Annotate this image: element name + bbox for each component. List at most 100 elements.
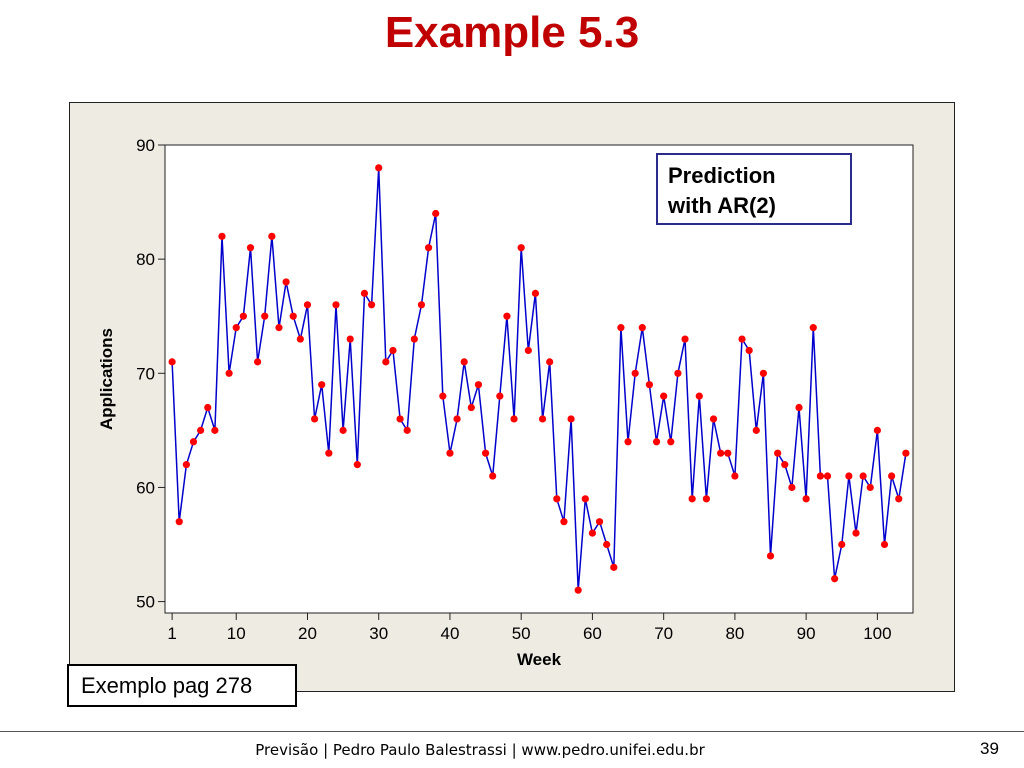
data-point-4 [189,438,198,446]
data-point-95 [838,540,846,549]
data-point-47 [496,392,504,400]
data-point-50 [517,244,525,252]
data-point-21 [311,415,319,423]
data-point-68 [645,381,654,389]
data-point-41 [453,415,461,423]
data-point-99 [866,483,874,492]
data-point-43 [467,403,475,412]
data-point-57 [567,415,575,423]
data-point-100 [873,426,881,434]
data-point-73 [681,335,689,343]
page-number: 39 [980,739,999,758]
data-point-44 [474,381,483,389]
data-point-15 [268,232,276,240]
data-point-56 [560,518,568,526]
data-point-28 [360,289,369,297]
data-point-27 [353,461,361,469]
data-point-90 [802,495,810,503]
data-point-40 [446,449,454,457]
footer-divider [0,731,1024,732]
data-point-24 [332,301,340,309]
y-tick-label-4: 90 [136,136,155,155]
slide-title: Example 5.3 [384,8,640,57]
data-point-3 [182,461,190,469]
data-point-76 [702,495,711,503]
data-point-104 [902,449,910,457]
series-points [168,164,910,594]
data-point-29 [367,301,376,309]
x-tick-label-6: 60 [583,624,602,643]
data-point-97 [852,529,860,537]
data-point-67 [638,324,646,332]
x-tick-label-3: 30 [369,624,388,643]
x-axis-label: Week [517,650,562,669]
data-point-101 [880,540,889,549]
data-point-92 [816,472,824,480]
data-point-89 [795,403,803,412]
data-point-42 [460,358,468,366]
data-point-32 [389,346,397,355]
y-tick-label-0: 50 [136,593,155,612]
x-tick-label-5: 50 [512,624,531,643]
callout-line-2: with AR(2) [668,193,776,218]
data-point-65 [624,438,632,446]
data-point-93 [823,472,832,480]
data-point-38 [432,209,440,218]
page-reference-note: Exemplo pag 278 [67,664,297,707]
data-point-1 [168,358,176,366]
y-tick-label-1: 60 [136,478,155,497]
data-point-58 [574,586,582,594]
y-axis-label: Applications [97,328,116,430]
data-point-60 [588,529,597,537]
data-point-26 [346,335,354,343]
data-point-45 [481,449,490,457]
y-axis: 50 60 70 80 90 [136,136,165,612]
data-point-72 [674,369,682,377]
data-point-81 [738,335,746,343]
data-point-102 [888,472,896,480]
data-point-17 [282,278,290,286]
data-point-88 [788,483,796,492]
data-point-35 [410,335,418,343]
data-point-55 [553,495,561,503]
data-point-46 [489,472,497,480]
data-point-69 [652,438,661,446]
data-point-52 [531,289,540,297]
data-point-82 [745,346,753,355]
data-point-66 [631,369,639,377]
data-point-91 [809,324,817,332]
data-point-53 [538,415,547,423]
data-point-5 [197,426,205,434]
data-point-48 [503,312,511,320]
data-point-16 [275,324,283,332]
data-point-77 [709,415,718,423]
data-point-74 [688,495,696,503]
data-point-59 [581,495,589,503]
data-point-85 [766,552,775,560]
data-point-31 [382,358,390,366]
data-point-7 [211,426,219,434]
data-point-36 [417,301,426,309]
y-tick-label-3: 80 [136,250,155,269]
data-point-2 [175,518,183,526]
x-tick-label-8: 80 [725,624,744,643]
x-tick-label-9: 90 [797,624,816,643]
data-point-13 [254,358,262,366]
data-point-70 [660,392,668,400]
data-point-8 [218,232,226,240]
data-point-11 [239,312,247,320]
data-point-6 [204,403,212,412]
data-point-37 [424,244,433,252]
x-tick-label-2: 20 [298,624,317,643]
data-point-19 [296,335,304,343]
data-point-10 [232,324,240,332]
data-point-86 [774,449,782,457]
data-point-61 [595,518,604,526]
x-tick-label-10: 100 [863,624,891,643]
data-point-34 [403,426,411,434]
data-point-33 [396,415,404,423]
data-point-30 [375,164,383,172]
data-point-98 [859,472,867,480]
data-point-64 [617,324,625,332]
data-point-18 [289,312,297,320]
